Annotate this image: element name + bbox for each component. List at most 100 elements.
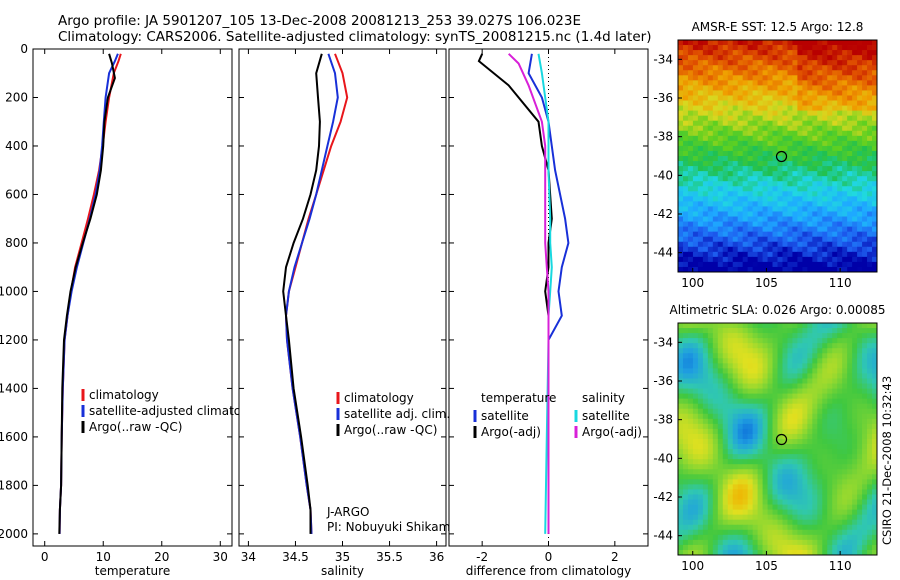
- heatmap-cell: [682, 231, 689, 238]
- heatmap-cell: [812, 211, 818, 217]
- heatmap-cell: [697, 176, 704, 182]
- heatmap-cell: [767, 246, 773, 253]
- heatmap-cell: [752, 459, 759, 465]
- heatmap-cell: [807, 75, 813, 81]
- heatmap-cell: [857, 85, 863, 91]
- heatmap-cell: [787, 388, 793, 395]
- heatmap-cell: [752, 524, 759, 531]
- heatmap-cell: [742, 403, 749, 410]
- heatmap-cell: [832, 181, 838, 187]
- heatmap-cell: [712, 464, 719, 470]
- heatmap-cell: [732, 125, 739, 132]
- heatmap-cell: [762, 80, 768, 86]
- heatmap-cell: [762, 140, 768, 147]
- heatmap-cell: [812, 120, 818, 127]
- heatmap-cell: [752, 454, 759, 460]
- heatmap-cell: [787, 226, 793, 233]
- heatmap-cell: [678, 348, 684, 354]
- heatmap-cell: [682, 186, 689, 192]
- heatmap-cell: [807, 323, 813, 329]
- heatmap-cell: [757, 403, 763, 410]
- heatmap-cell: [817, 403, 823, 410]
- heatmap-cell: [717, 231, 724, 238]
- heatmap-cell: [707, 156, 714, 162]
- heatmap-cell: [777, 489, 783, 495]
- heatmap-cell: [852, 433, 858, 440]
- heatmap-cell: [742, 251, 749, 258]
- heatmap-cell: [727, 256, 734, 263]
- heatmap-cell: [797, 191, 803, 197]
- heatmap-cell: [837, 156, 843, 162]
- heatmap-cell: [762, 459, 768, 465]
- heatmap-cell: [852, 130, 858, 137]
- heatmap-cell: [777, 428, 783, 435]
- heatmap-cell: [772, 206, 778, 212]
- heatmap-cell: [867, 70, 873, 76]
- heatmap-cell: [847, 343, 853, 349]
- heatmap-cell: [847, 524, 853, 531]
- heatmap-cell: [837, 261, 843, 268]
- heatmap-cell: [782, 261, 788, 268]
- heatmap-cell: [717, 504, 724, 511]
- heatmap-cell: [687, 338, 694, 344]
- heatmap-cell: [817, 55, 823, 61]
- heatmap-cell: [712, 236, 719, 243]
- heatmap-cell: [707, 514, 714, 521]
- heatmap-cell: [862, 150, 868, 157]
- heatmap-cell: [827, 156, 833, 162]
- heatmap-cell: [857, 110, 863, 117]
- heatmap-cell: [852, 343, 858, 349]
- heatmap-cell: [727, 206, 734, 212]
- heatmap-cell: [792, 464, 798, 470]
- heatmap-cell: [697, 115, 704, 122]
- y-tick-label: -40: [653, 451, 673, 465]
- heatmap-cell: [787, 504, 793, 511]
- y-tick-label: -42: [653, 207, 673, 221]
- heatmap-cell: [772, 338, 778, 344]
- heatmap-cell: [772, 494, 778, 500]
- heatmap-cell: [727, 181, 734, 187]
- heatmap-cell: [702, 90, 709, 96]
- heatmap-cell: [822, 55, 828, 61]
- heatmap-cell: [712, 55, 719, 61]
- heatmap-cell: [837, 161, 843, 167]
- heatmap-cell: [747, 454, 754, 460]
- heatmap-cell: [787, 454, 793, 460]
- heatmap-cell: [777, 408, 783, 415]
- heatmap-cell: [837, 464, 843, 470]
- heatmap-cell: [872, 323, 878, 329]
- heatmap-cell: [852, 529, 858, 536]
- heatmap-cell: [827, 171, 833, 177]
- heatmap-cell: [712, 529, 719, 536]
- heatmap-cell: [762, 95, 768, 101]
- heatmap-cell: [817, 120, 823, 127]
- heatmap-cell: [682, 166, 689, 172]
- heatmap-cell: [737, 266, 744, 273]
- heatmap-cell: [807, 125, 813, 132]
- heatmap-cell: [742, 211, 749, 217]
- heatmap-cell: [762, 469, 768, 475]
- heatmap-cell: [762, 45, 768, 51]
- heatmap-cell: [678, 439, 684, 445]
- heatmap-cell: [767, 479, 773, 485]
- heatmap-cell: [817, 150, 823, 157]
- heatmap-cell: [852, 499, 858, 505]
- heatmap-cell: [678, 241, 684, 248]
- heatmap-cell: [757, 433, 763, 440]
- heatmap-cell: [712, 140, 719, 147]
- heatmap-cell: [772, 241, 778, 248]
- heatmap-cell: [797, 539, 803, 546]
- heatmap-cell: [827, 353, 833, 359]
- heatmap-cell: [817, 60, 823, 66]
- heatmap-cell: [862, 403, 868, 410]
- heatmap-cell: [707, 378, 714, 384]
- heatmap-cell: [872, 166, 878, 172]
- heatmap-cell: [742, 216, 749, 222]
- heatmap-cell: [722, 368, 729, 374]
- heatmap-cell: [687, 186, 694, 192]
- heatmap-cell: [782, 216, 788, 222]
- heatmap-cell: [757, 484, 763, 490]
- heatmap-cell: [762, 413, 768, 420]
- heatmap-cell: [867, 50, 873, 56]
- heatmap-cell: [782, 161, 788, 167]
